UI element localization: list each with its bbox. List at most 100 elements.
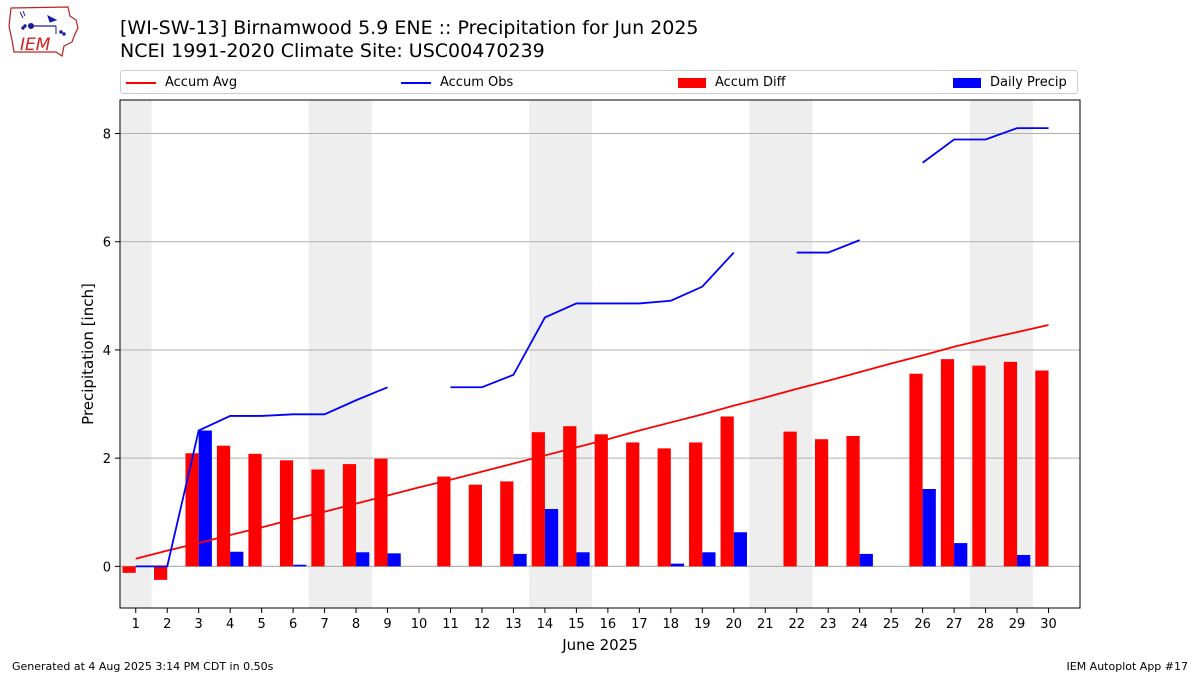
legend-label-accum-obs: Accum Obs (440, 75, 514, 90)
line-accum-obs-segment-3 (796, 239, 861, 254)
x-tick-label-24: 24 (851, 617, 868, 632)
x-tick-label-7: 7 (320, 617, 328, 632)
x-tick-label-12: 12 (474, 617, 491, 632)
weekend-shade-4 (749, 100, 813, 608)
chart-legend: Accum Avg Accum Obs Accum Diff Daily Pre… (120, 70, 1078, 94)
weekend-shade-1 (120, 100, 152, 608)
x-tick-label-6: 6 (289, 617, 297, 632)
x-tick-label-27: 27 (946, 617, 963, 632)
bar-daily-precip-day-26 (922, 488, 936, 567)
bar-daily-precip-day-18 (670, 563, 685, 567)
bar-daily-precip-day-15 (576, 552, 590, 567)
legend-label-daily-precip: Daily Precip (990, 75, 1067, 90)
y-tick-label-6: 6 (103, 236, 111, 251)
bar-daily-precip-day-14 (544, 508, 559, 567)
bar-accum-diff-day-1 (122, 566, 136, 573)
legend-label-accum-diff: Accum Diff (715, 75, 786, 90)
bar-daily-precip-day-4 (230, 551, 244, 567)
line-accum-avg-segment-1 (135, 324, 1049, 560)
bar-accum-diff-day-3 (185, 453, 199, 567)
bar-accum-diff-day-30 (1035, 370, 1049, 567)
legend-swatch-accum-obs (401, 81, 431, 84)
x-tick-label-30: 30 (1040, 617, 1057, 632)
x-tick-label-28: 28 (977, 617, 994, 632)
x-tick-label-25: 25 (883, 617, 900, 632)
x-tick-label-13: 13 (505, 617, 522, 632)
bar-accum-diff-day-22 (783, 431, 797, 567)
bar-accum-diff-day-29 (1003, 361, 1018, 567)
x-tick-label-2: 2 (163, 617, 171, 632)
iem-logo[interactable]: IEM (6, 4, 82, 60)
y-tick-label-2: 2 (103, 452, 111, 467)
bar-accum-diff-day-16 (594, 434, 608, 567)
x-tick-label-14: 14 (537, 617, 554, 632)
x-tick-label-16: 16 (600, 617, 617, 632)
bar-accum-diff-day-7 (311, 469, 325, 567)
plot-frame (119, 99, 1081, 609)
legend-item-accum-diff: Accum Diff (678, 74, 786, 92)
y-axis-label: Precipitation [inch] (79, 283, 97, 425)
line-accum-obs-segment-2 (450, 251, 735, 389)
x-tick-label-19: 19 (694, 617, 711, 632)
iowa-state-map-logo-icon: IEM (8, 6, 79, 57)
x-tick-label-17: 17 (631, 617, 648, 632)
line-accum-obs-segment-4 (922, 127, 1049, 164)
bar-daily-precip-day-8 (356, 552, 370, 567)
bar-daily-precip-day-29 (1017, 554, 1031, 567)
x-tick-label-9: 9 (383, 617, 391, 632)
bar-daily-precip-day-19 (702, 552, 716, 567)
line-accum-obs-segment-1 (135, 386, 388, 568)
legend-item-accum-obs: Accum Obs (401, 74, 513, 92)
bar-accum-diff-day-12 (468, 484, 482, 567)
bar-accum-diff-day-8 (342, 464, 357, 567)
y-tick-label-0: 0 (103, 560, 111, 575)
x-tick-label-5: 5 (257, 617, 265, 632)
bar-accum-diff-day-11 (437, 476, 451, 567)
chart-title-line1: [WI-SW-13] Birnamwood 5.9 ENE :: Precipi… (120, 17, 699, 39)
legend-label-accum-avg: Accum Avg (165, 75, 238, 90)
x-tick-label-15: 15 (568, 617, 585, 632)
x-tick-label-11: 11 (442, 617, 459, 632)
bar-accum-diff-day-5 (248, 453, 262, 567)
bar-accum-diff-day-26 (909, 373, 923, 567)
footer-app-id: IEM Autoplot App #17 (1066, 660, 1189, 673)
bar-accum-diff-day-23 (814, 439, 829, 567)
x-tick-label-3: 3 (195, 617, 203, 632)
y-tick-label-8: 8 (103, 128, 111, 143)
footer-generated-note: Generated at 4 Aug 2025 3:14 PM CDT in 0… (12, 660, 274, 673)
legend-swatch-accum-diff (678, 77, 706, 88)
legend-swatch-daily-precip (953, 77, 981, 88)
bar-accum-diff-day-20 (720, 416, 734, 567)
bar-accum-diff-day-4 (216, 445, 231, 567)
bar-accum-diff-day-14 (531, 432, 545, 567)
x-tick-label-1: 1 (132, 617, 140, 632)
x-tick-label-29: 29 (1009, 617, 1026, 632)
bar-daily-precip-day-24 (859, 553, 873, 567)
x-tick-label-21: 21 (757, 617, 774, 632)
x-tick-label-10: 10 (411, 617, 428, 632)
bar-accum-diff-day-6 (279, 460, 294, 567)
x-tick-label-22: 22 (788, 617, 805, 632)
bar-daily-precip-day-27 (954, 543, 968, 567)
x-tick-label-4: 4 (226, 617, 234, 632)
x-tick-label-23: 23 (820, 617, 837, 632)
bar-accum-diff-day-15 (563, 426, 577, 567)
bar-accum-diff-day-27 (940, 359, 955, 567)
bar-accum-diff-day-13 (500, 481, 514, 567)
x-tick-label-8: 8 (352, 617, 360, 632)
legend-swatch-accum-avg (126, 81, 156, 84)
bar-accum-diff-day-18 (657, 448, 671, 567)
bar-accum-diff-day-9 (374, 458, 388, 567)
bar-accum-diff-day-28 (972, 365, 986, 567)
legend-item-daily-precip: Daily Precip (953, 74, 1067, 92)
x-tick-label-18: 18 (663, 617, 680, 632)
bar-daily-precip-day-13 (513, 553, 527, 567)
bar-daily-precip-day-3 (198, 430, 212, 567)
bar-accum-diff-day-24 (846, 435, 860, 567)
x-tick-label-26: 26 (914, 617, 931, 632)
chart-title-line2: NCEI 1991-2020 Climate Site: USC00470239 (120, 40, 545, 62)
y-tick-label-4: 4 (103, 344, 111, 359)
bar-accum-diff-day-19 (689, 442, 703, 567)
logo-text: IEM (20, 35, 51, 55)
